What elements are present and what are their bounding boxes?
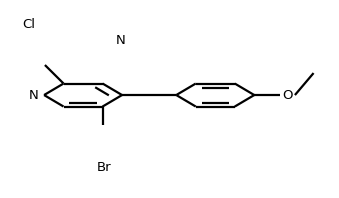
Text: N: N [116,34,125,47]
Text: N: N [28,89,38,102]
Text: Cl: Cl [22,18,35,31]
Text: Br: Br [97,161,112,174]
Text: O: O [282,89,293,102]
